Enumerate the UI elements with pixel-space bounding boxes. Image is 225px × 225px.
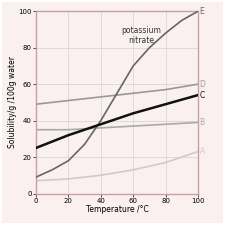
Text: D: D [200,80,205,89]
Text: B: B [200,118,205,127]
Text: potassium
nitrate: potassium nitrate [121,26,161,45]
Y-axis label: Solubility/g /100g water: Solubility/g /100g water [8,56,17,148]
Text: E: E [200,7,204,16]
Text: C: C [200,91,205,100]
Text: A: A [200,147,205,156]
X-axis label: Temperature /°C: Temperature /°C [86,205,148,214]
